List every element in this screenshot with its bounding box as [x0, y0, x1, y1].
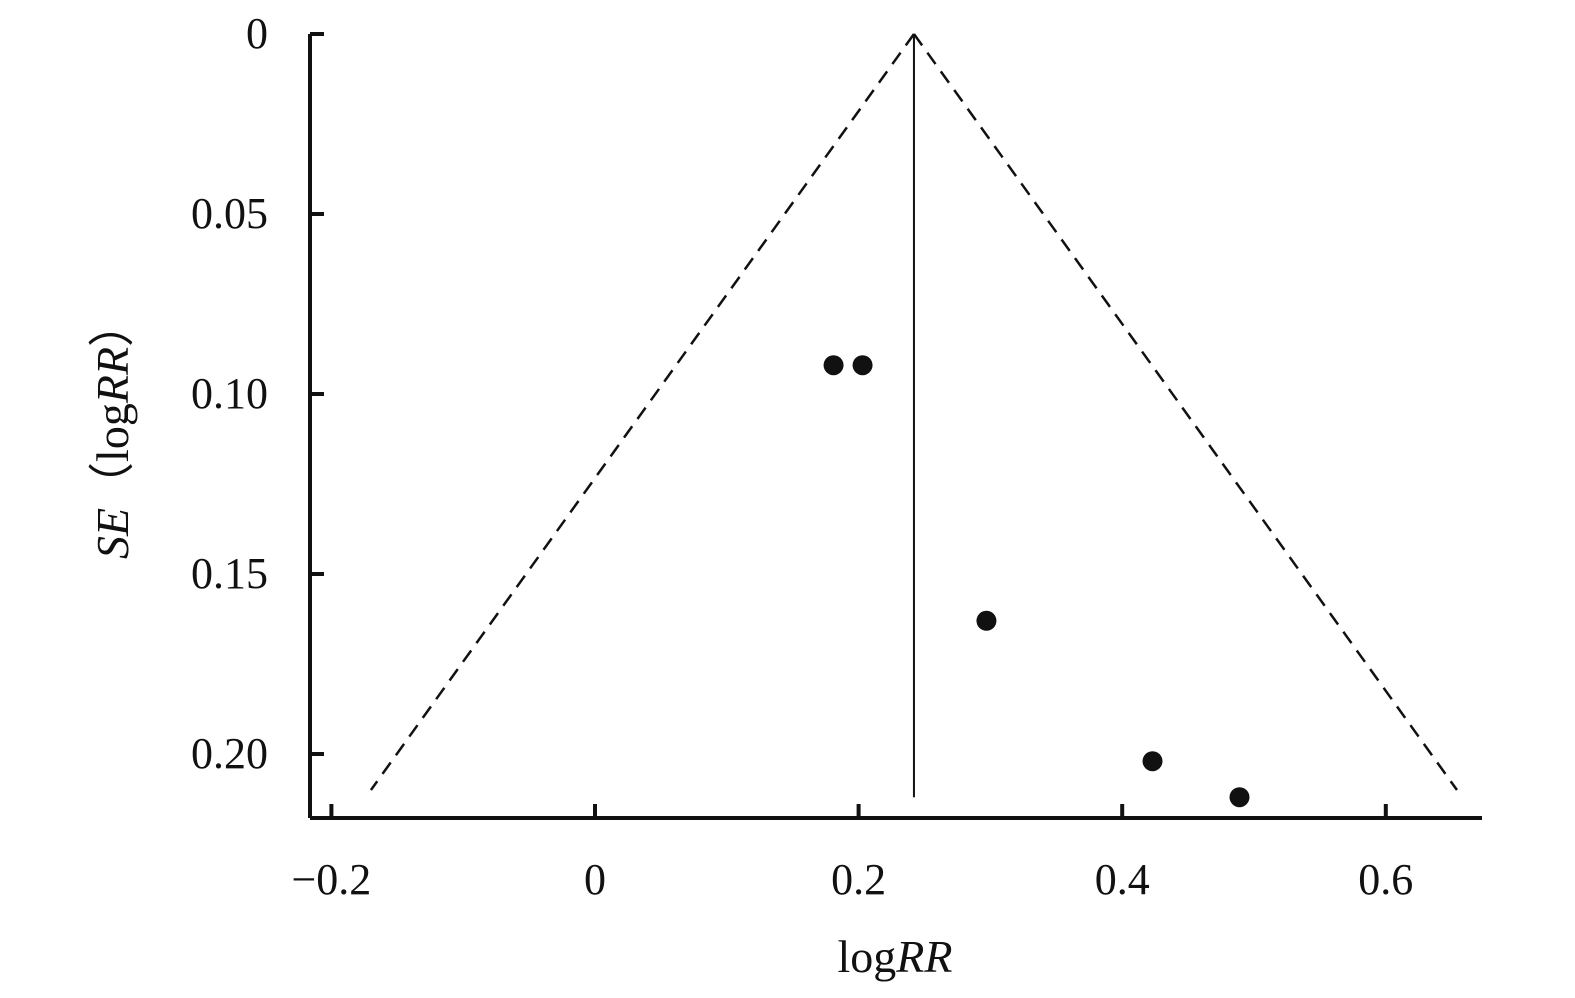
y-tick-label: 0.20 — [191, 729, 268, 778]
data-point — [852, 355, 873, 376]
data-point — [976, 610, 997, 631]
funnel-left-limit — [369, 33, 915, 791]
x-tick-label: 0.6 — [1358, 855, 1413, 904]
x-tick-label: 0.4 — [1095, 855, 1150, 904]
y-axis-title: SE（logRR） — [87, 301, 138, 559]
funnel-right-limit — [912, 33, 1458, 791]
y-tick-label: 0.15 — [191, 549, 268, 598]
x-axis-title: logRR — [838, 931, 953, 982]
x-tick-label: 0 — [584, 855, 606, 904]
y-tick-label: 0.10 — [191, 369, 268, 418]
x-tick-label: −0.2 — [291, 855, 371, 904]
ticks: 0 0.05 0.10 0.15 0.20 −0.2 0 0.2 0.4 0.6 — [191, 9, 1413, 904]
y-tick-label: 0 — [246, 9, 268, 58]
funnel-limits — [369, 33, 1458, 798]
data-points — [823, 355, 1250, 808]
data-point — [823, 355, 844, 376]
y-tick-label: 0.05 — [191, 189, 268, 238]
axes — [308, 34, 1482, 820]
x-tick-label: 0.2 — [831, 855, 886, 904]
data-point — [1229, 787, 1250, 808]
data-point — [1142, 751, 1163, 772]
